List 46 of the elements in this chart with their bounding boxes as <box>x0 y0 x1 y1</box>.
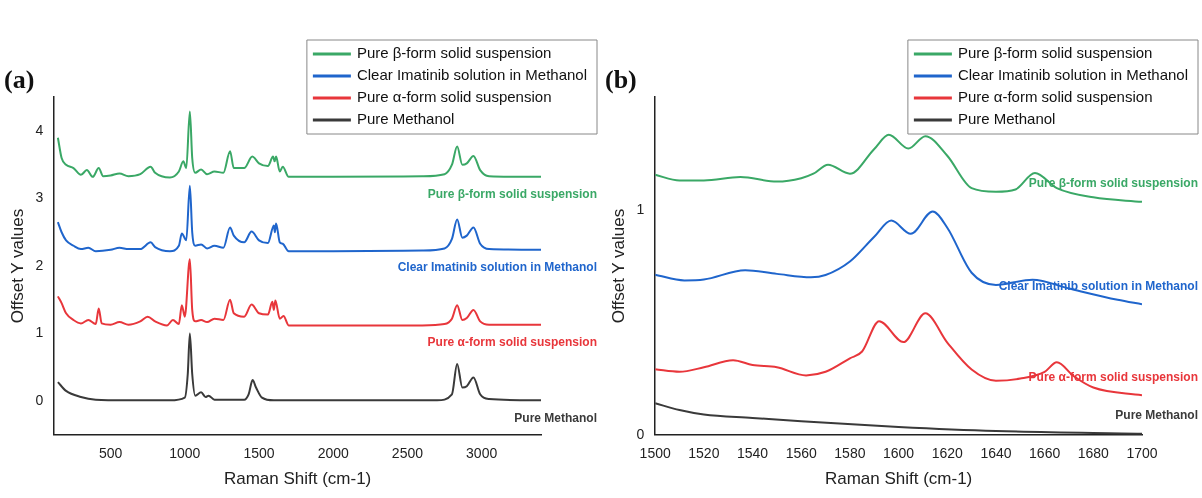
y-axis-title: Offset Y values <box>608 208 628 324</box>
legend-label: Clear Imatinib solution in Methanol <box>957 66 1189 84</box>
x-tick-label: 2500 <box>391 445 424 462</box>
y-tick-label: 3 <box>35 189 44 206</box>
legend-label: Clear Imatinib solution in Methanol <box>356 66 588 84</box>
legend-label: Pure Methanol <box>957 110 1056 128</box>
y-tick-label: 1 <box>636 200 645 217</box>
annotation: Clear Imatinib solution in Methanol <box>397 260 597 275</box>
annotation: Pure β-form solid suspension <box>427 187 597 202</box>
x-tick-label: 1540 <box>736 445 769 462</box>
x-tick-label: 1520 <box>688 445 720 462</box>
legend-label: Pure α-form solid suspension <box>957 88 1153 106</box>
y-tick-label: 4 <box>35 121 44 138</box>
x-tick-label: 500 <box>98 445 123 462</box>
x-tick-label: 1600 <box>883 445 915 462</box>
x-tick-label: 1620 <box>931 445 964 462</box>
y-tick-label: 2 <box>35 256 44 273</box>
x-tick-label: 3000 <box>466 445 498 462</box>
x-tick-label: 1500 <box>243 445 275 462</box>
y-tick-label: 0 <box>35 391 44 408</box>
x-tick-label: 1560 <box>785 445 818 462</box>
x-tick-label: 1580 <box>834 445 866 462</box>
annotation: Pure Methanol <box>1115 407 1198 422</box>
y-tick-label: 0 <box>636 425 645 442</box>
annotation: Pure α-form solid suspension <box>427 335 597 350</box>
x-axis-title: Raman Shift (cm-1) <box>223 469 372 489</box>
x-tick-label: 1680 <box>1077 445 1110 462</box>
x-tick-label: 1660 <box>1029 445 1061 462</box>
chart-title: (b) <box>605 65 637 95</box>
line-series <box>56 110 541 179</box>
y-axis-title: Offset Y values <box>7 208 27 324</box>
x-tick-label: 1700 <box>1126 445 1158 462</box>
x-tick-label: 1000 <box>169 445 201 462</box>
line-series <box>56 258 541 327</box>
legend-label: Pure β-form solid suspension <box>356 44 552 62</box>
x-tick-label: 1640 <box>980 445 1012 462</box>
x-axis-title: Raman Shift (cm-1) <box>824 469 973 489</box>
line-series <box>655 210 1142 306</box>
y-tick-label: 1 <box>35 324 44 341</box>
legend-label: Pure Methanol <box>356 110 455 128</box>
legend-label: Pure α-form solid suspension <box>356 88 552 106</box>
x-tick-label: 1500 <box>639 445 671 462</box>
legend-label: Pure β-form solid suspension <box>957 44 1153 62</box>
x-tick-label: 2000 <box>317 445 349 462</box>
chart-title: (a) <box>4 65 35 95</box>
annotation: Pure Methanol <box>514 410 597 425</box>
